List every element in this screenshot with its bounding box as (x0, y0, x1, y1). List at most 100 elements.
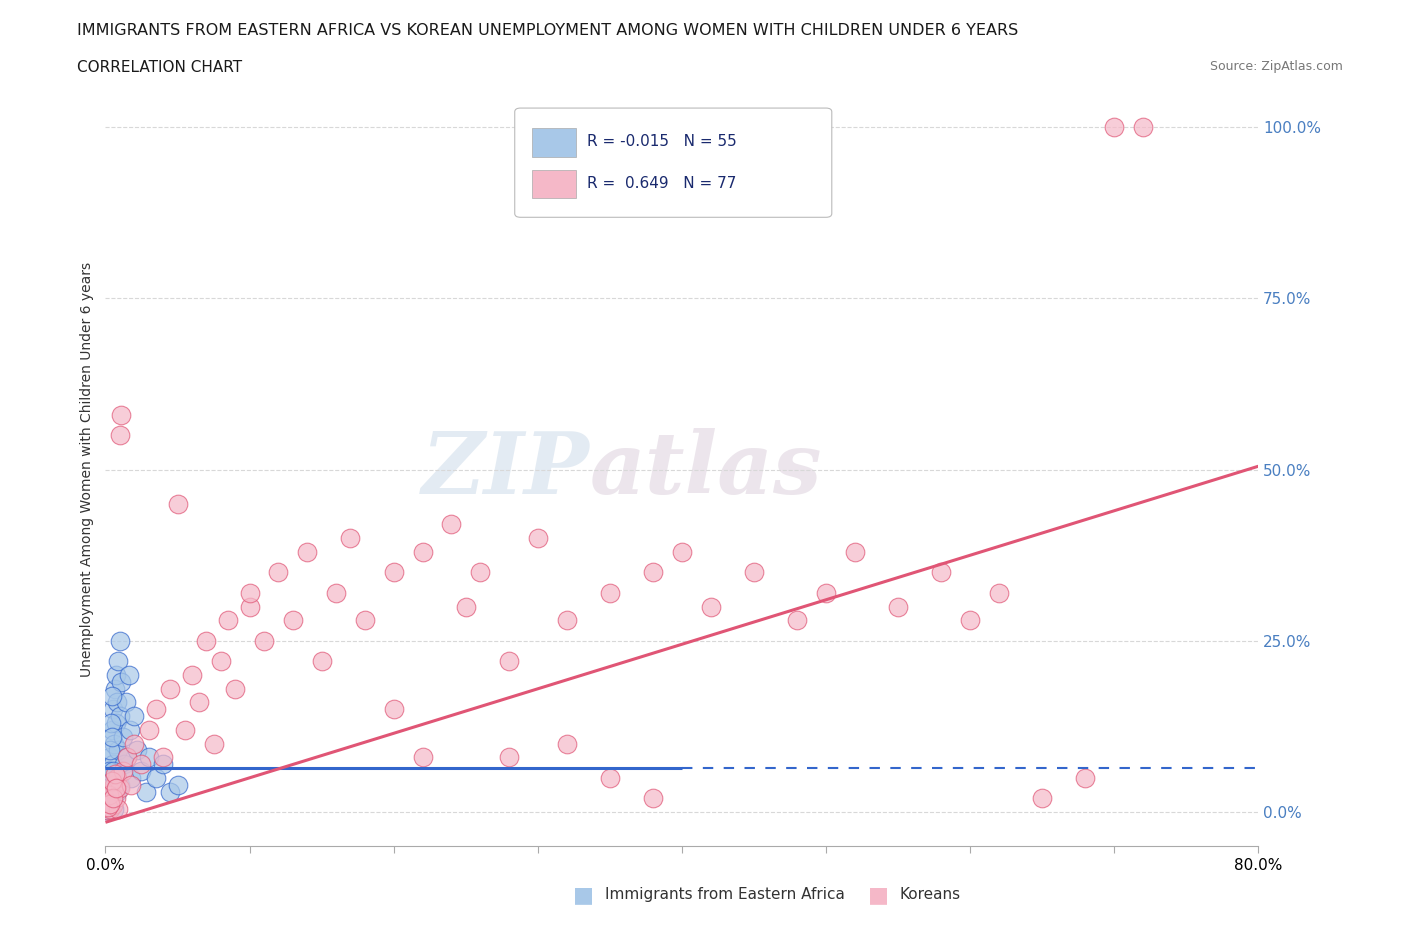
Point (671, 544, 693, 559)
Point (382, 702, 405, 717)
Text: ZIP: ZIP (422, 428, 589, 512)
Point (120, 770, 142, 785)
Point (166, 497, 188, 512)
Point (101, 723, 124, 737)
Point (253, 633, 276, 648)
Point (101, 764, 124, 778)
Point (131, 764, 153, 778)
Text: R = -0.015   N = 55: R = -0.015 N = 55 (588, 135, 737, 150)
Point (110, 674, 132, 689)
Point (267, 565, 290, 579)
Text: CORRELATION CHART: CORRELATION CHART (77, 60, 242, 75)
Point (138, 723, 160, 737)
Point (101, 790, 124, 805)
Point (498, 654, 520, 669)
Point (599, 586, 621, 601)
Point (643, 790, 665, 805)
Point (180, 668, 204, 683)
Text: ■: ■ (869, 884, 889, 905)
Point (470, 565, 492, 579)
Point (239, 599, 262, 614)
Point (100, 688, 122, 703)
Point (1132, 120, 1154, 135)
Point (159, 784, 181, 799)
Text: Immigrants from Eastern Africa: Immigrants from Eastern Africa (605, 887, 845, 902)
Point (454, 599, 477, 614)
Text: IMMIGRANTS FROM EASTERN AFRICA VS KOREAN UNEMPLOYMENT AMONG WOMEN WITH CHILDREN : IMMIGRANTS FROM EASTERN AFRICA VS KOREAN… (77, 23, 1018, 38)
Point (97, 802, 120, 817)
Point (97, 777, 120, 792)
Point (100, 777, 122, 792)
Point (887, 599, 910, 614)
Point (100, 750, 122, 764)
Point (98, 802, 121, 817)
Point (124, 709, 146, 724)
Point (98, 788, 121, 803)
Point (108, 428, 131, 443)
Point (97, 764, 120, 778)
Point (108, 633, 131, 648)
Point (100, 715, 122, 730)
Point (108, 777, 131, 792)
Point (105, 780, 128, 795)
Point (339, 531, 361, 546)
Point (101, 774, 124, 789)
Point (786, 613, 808, 628)
Point (440, 517, 463, 532)
Point (108, 709, 131, 724)
Point (96, 802, 118, 817)
Point (281, 613, 304, 628)
Y-axis label: Unemployment Among Women with Children Under 6 years: Unemployment Among Women with Children U… (80, 262, 94, 677)
Text: atlas: atlas (589, 428, 823, 512)
Point (104, 682, 127, 697)
Point (112, 757, 135, 772)
Point (527, 531, 550, 546)
Point (118, 723, 141, 737)
Point (700, 599, 723, 614)
Point (97, 798, 120, 813)
Point (131, 757, 153, 772)
Point (1104, 120, 1126, 135)
Point (152, 757, 174, 772)
Point (159, 682, 181, 697)
Point (103, 777, 125, 792)
Point (188, 695, 211, 710)
Point (202, 737, 225, 751)
Point (138, 750, 160, 764)
Point (152, 750, 174, 764)
Point (105, 784, 128, 799)
Point (114, 695, 136, 710)
Text: ■: ■ (574, 884, 593, 905)
Point (115, 750, 138, 764)
Point (107, 654, 129, 669)
Point (107, 743, 129, 758)
Point (135, 784, 157, 799)
Point (166, 777, 188, 792)
Point (100, 784, 122, 799)
Point (217, 613, 239, 628)
Point (103, 790, 125, 805)
Point (224, 682, 246, 697)
Point (124, 737, 146, 751)
Point (108, 780, 131, 795)
Point (127, 743, 149, 758)
Point (97, 790, 120, 805)
Point (103, 802, 125, 817)
Point (145, 770, 167, 785)
Point (101, 757, 124, 772)
Text: Source: ZipAtlas.com: Source: ZipAtlas.com (1209, 60, 1343, 73)
Point (107, 802, 129, 817)
Point (98, 743, 121, 758)
Point (297, 544, 319, 559)
Point (105, 695, 128, 710)
Point (97, 794, 120, 809)
Point (98, 788, 121, 803)
Point (98, 794, 121, 809)
Point (104, 767, 127, 782)
Point (145, 702, 167, 717)
Point (105, 770, 128, 785)
Point (555, 613, 578, 628)
Point (412, 544, 434, 559)
Point (988, 586, 1011, 601)
Bar (531, 170, 576, 198)
